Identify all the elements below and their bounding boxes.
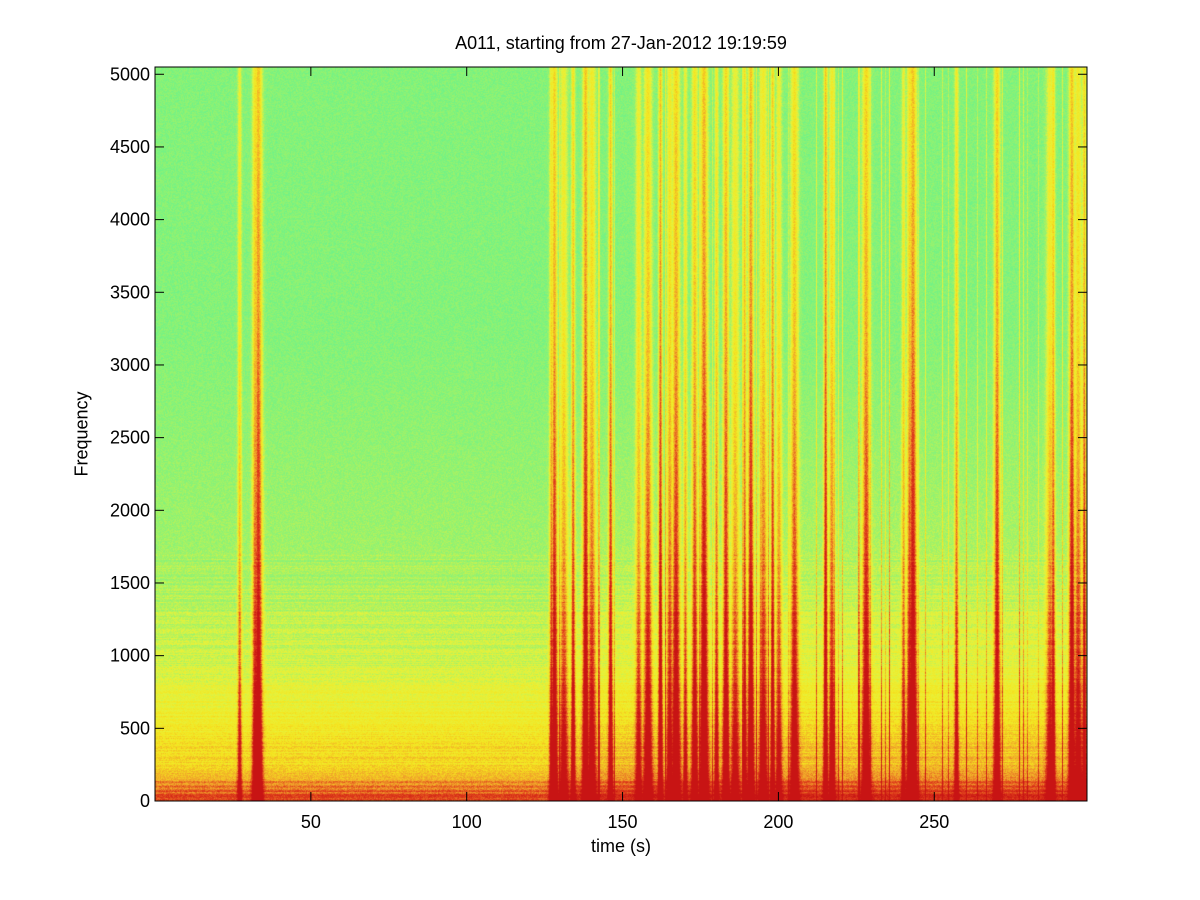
y-tick-label: 2000 — [110, 500, 150, 520]
y-tick-label: 0 — [140, 791, 150, 811]
y-tick-label: 3500 — [110, 282, 150, 302]
x-tick-label: 250 — [919, 812, 949, 832]
x-tick-label: 50 — [301, 812, 321, 832]
plot-frame — [154, 66, 1088, 802]
y-axis-label: Frequency — [71, 391, 92, 477]
chart-title: A011, starting from 27-Jan-2012 19:19:59 — [455, 33, 787, 53]
x-tick-label: 100 — [452, 812, 482, 832]
x-axis-label: time (s) — [591, 836, 651, 856]
y-tick-label: 500 — [120, 718, 150, 738]
y-tick-label: 1000 — [110, 646, 150, 666]
y-tick-label: 4500 — [110, 137, 150, 157]
y-tick-label: 3000 — [110, 355, 150, 375]
spectrogram-heatmap — [155, 67, 1087, 801]
x-tick-label: 150 — [608, 812, 638, 832]
y-tick-label: 2500 — [110, 428, 150, 448]
y-tick-label: 5000 — [110, 64, 150, 84]
x-tick-label: 200 — [763, 812, 793, 832]
y-tick-label: 4000 — [110, 210, 150, 230]
y-tick-label: 1500 — [110, 573, 150, 593]
